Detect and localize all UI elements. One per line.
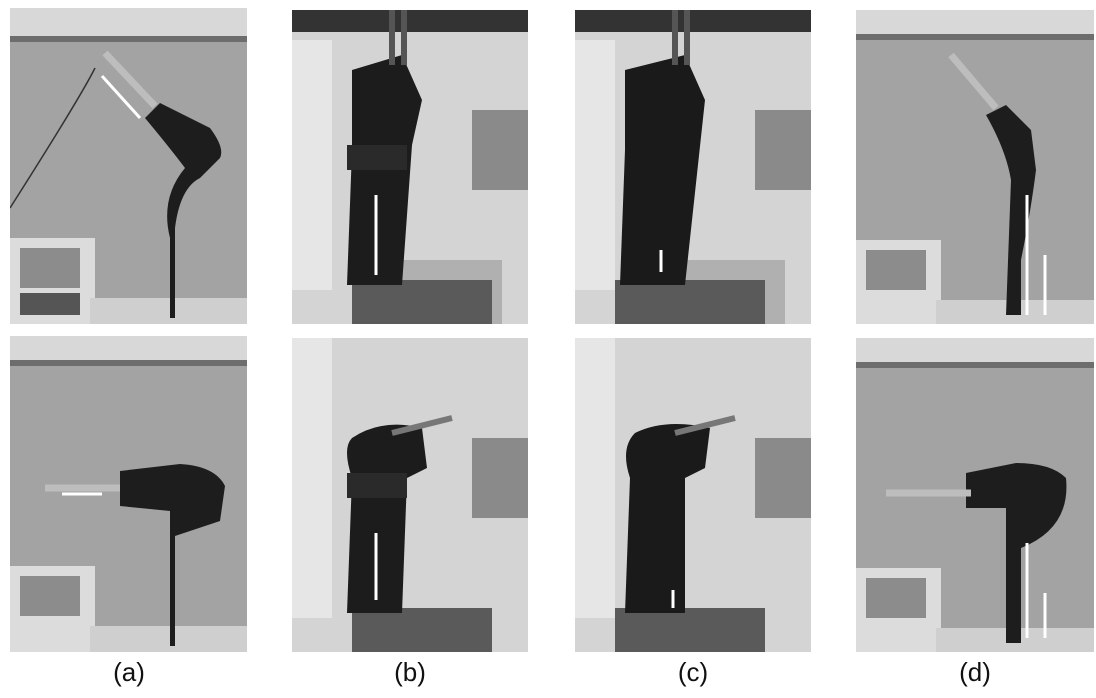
photo-d-top	[856, 10, 1094, 324]
photo-panel-b-top	[292, 10, 528, 324]
photo-panel-c-bottom	[575, 338, 811, 652]
photo-c-top	[575, 10, 811, 324]
photo-panel-d-bottom	[856, 338, 1094, 652]
column-label-b: (b)	[394, 657, 426, 687]
photo-panel-c-top	[575, 10, 811, 324]
photo-c-bottom	[575, 338, 811, 652]
photo-panel-d-top	[856, 10, 1094, 324]
column-label-a: (a)	[113, 657, 145, 687]
column-label-d: (d)	[959, 657, 991, 687]
photo-panel-a-bottom	[10, 336, 247, 652]
photo-a-top	[10, 8, 247, 324]
photo-panel-a-top	[10, 8, 247, 324]
photo-d-bottom	[856, 338, 1094, 652]
photo-a-bottom	[10, 336, 247, 652]
column-label-c: (c)	[677, 657, 709, 687]
photo-panel-b-bottom	[292, 338, 528, 652]
photo-b-bottom	[292, 338, 528, 652]
photo-b-top	[292, 10, 528, 324]
